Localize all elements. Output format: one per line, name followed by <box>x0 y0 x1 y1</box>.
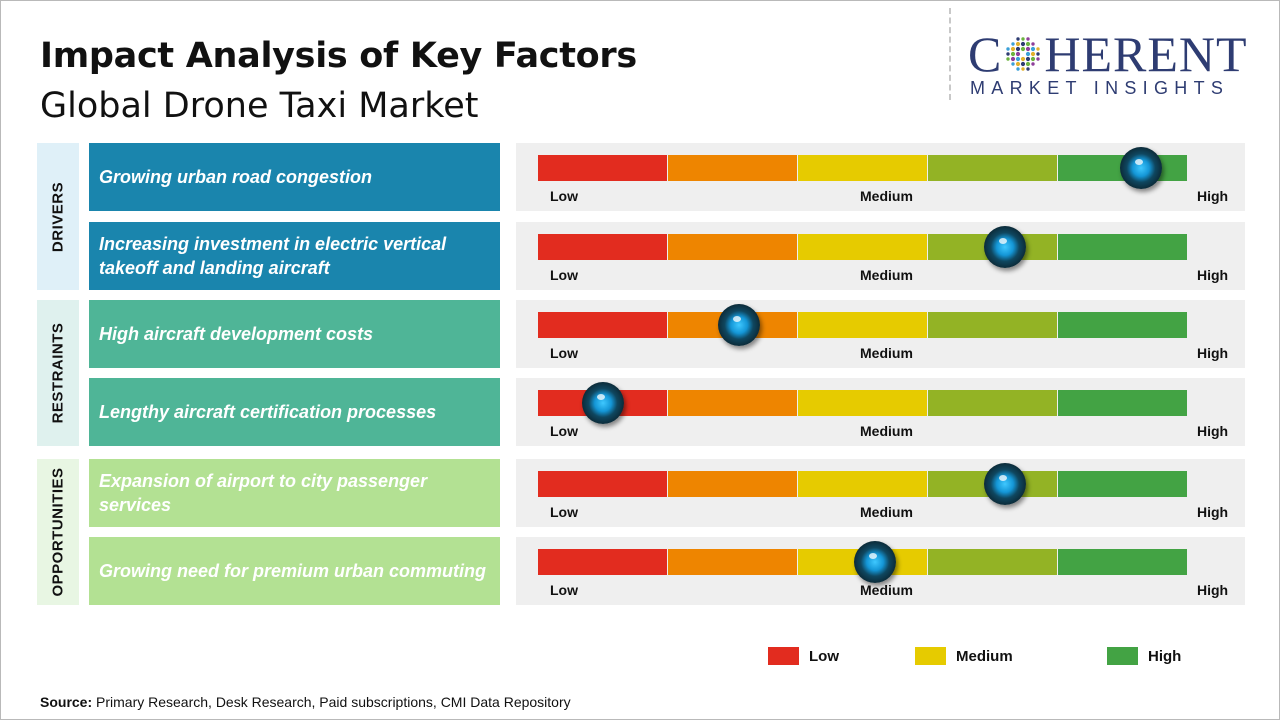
meter-segment <box>798 471 927 497</box>
legend-item-high: High <box>1107 647 1181 665</box>
scale-label-medium: Medium <box>860 188 913 204</box>
meter-segment <box>1058 471 1187 497</box>
legend-label-medium: Medium <box>956 647 1013 665</box>
impact-meter: Low Medium High <box>516 459 1245 527</box>
meter-segment <box>538 234 667 260</box>
legend-swatch-medium <box>915 647 946 665</box>
factor-label: Lengthy aircraft certification processes <box>89 378 500 446</box>
impact-meter: Low Medium High <box>516 300 1245 368</box>
scale-label-low: Low <box>550 188 578 204</box>
meter-segment <box>538 312 667 338</box>
scale-label-low: Low <box>550 345 578 361</box>
legend-label-low: Low <box>809 647 839 665</box>
meter-segment <box>798 312 927 338</box>
meter-segment <box>538 549 667 575</box>
scale-label-low: Low <box>550 504 578 520</box>
group-tab-restraints: RESTRAINTS <box>37 300 79 446</box>
scale-label-low: Low <box>550 582 578 598</box>
dot-grid-o-icon <box>1006 37 1041 71</box>
meter-segment <box>538 471 667 497</box>
meter-segment <box>1058 234 1187 260</box>
meter-segment <box>928 549 1057 575</box>
source-text: Primary Research, Desk Research, Paid su… <box>92 694 571 710</box>
chart-title: Impact Analysis of Key Factors <box>40 36 637 76</box>
chart-subtitle: Global Drone Taxi Market <box>40 86 479 126</box>
meter-segment <box>668 390 797 416</box>
logo-letter-c: C <box>968 26 1003 82</box>
meter-segment <box>668 155 797 181</box>
meter-segment <box>928 390 1057 416</box>
legend-item-medium: Medium <box>915 647 1013 665</box>
impact-meter: Low Medium High <box>516 143 1245 211</box>
scale-label-medium: Medium <box>860 504 913 520</box>
meter-segment <box>668 471 797 497</box>
factor-label: Growing need for premium urban commuting <box>89 537 500 605</box>
meter-segment <box>798 390 927 416</box>
source-label: Source: <box>40 694 93 710</box>
factor-label: Increasing investment in electric vertic… <box>89 222 500 290</box>
logo-subtitle: MARKET INSIGHTS <box>970 78 1230 98</box>
impact-indicator <box>1119 147 1162 189</box>
scale-label-high: High <box>1197 267 1229 283</box>
legend-label-high: High <box>1148 647 1182 665</box>
impact-meter: Low Medium High <box>516 222 1245 290</box>
impact-indicator <box>983 226 1026 268</box>
scale-label-high: High <box>1197 504 1229 520</box>
meter-segment <box>1058 390 1187 416</box>
meter-segment <box>1058 549 1187 575</box>
scale-label-medium: Medium <box>860 345 913 361</box>
scale-label-high: High <box>1197 188 1229 204</box>
impact-indicator <box>853 541 896 583</box>
legend-swatch-low <box>768 647 799 665</box>
meter-segment <box>1058 312 1187 338</box>
meter-segment <box>668 549 797 575</box>
scale-label-high: High <box>1197 423 1229 439</box>
factor-label: Expansion of airport to city passenger s… <box>89 459 500 527</box>
scale-label-medium: Medium <box>860 423 913 439</box>
impact-indicator <box>581 382 624 424</box>
logo-letters-herent: HERENT <box>1044 26 1248 82</box>
meter-segment <box>928 312 1057 338</box>
impact-meter: Low Medium High <box>516 537 1245 605</box>
meter-segment <box>798 234 927 260</box>
legend-swatch-high <box>1107 647 1138 665</box>
meter-segment <box>668 234 797 260</box>
impact-meter: Low Medium High <box>516 378 1245 446</box>
logo-wordmark: C HERENT <box>968 28 1248 80</box>
impact-indicator <box>717 304 760 346</box>
scale-label-high: High <box>1197 345 1229 361</box>
impact-indicator <box>983 463 1026 505</box>
legend-item-low: Low <box>768 647 839 665</box>
scale-label-medium: Medium <box>860 582 913 598</box>
group-tab-drivers: DRIVERS <box>37 143 79 290</box>
group-label: OPPORTUNITIES <box>49 467 67 597</box>
factor-label: High aircraft development costs <box>89 300 500 368</box>
scale-label-low: Low <box>550 267 578 283</box>
source-note: Source: Primary Research, Desk Research,… <box>40 694 571 710</box>
logo-divider <box>949 8 951 100</box>
factor-label: Growing urban road congestion <box>89 143 500 211</box>
scale-label-medium: Medium <box>860 267 913 283</box>
group-tab-opportunities: OPPORTUNITIES <box>37 459 79 605</box>
group-label: RESTRAINTS <box>49 322 67 424</box>
scale-label-high: High <box>1197 582 1229 598</box>
company-logo: C HERENT MARKET INSIGHTS <box>968 28 1268 100</box>
scale-label-low: Low <box>550 423 578 439</box>
group-label: DRIVERS <box>49 181 67 252</box>
meter-segment <box>928 155 1057 181</box>
meter-segment <box>798 155 927 181</box>
meter-segment <box>538 155 667 181</box>
